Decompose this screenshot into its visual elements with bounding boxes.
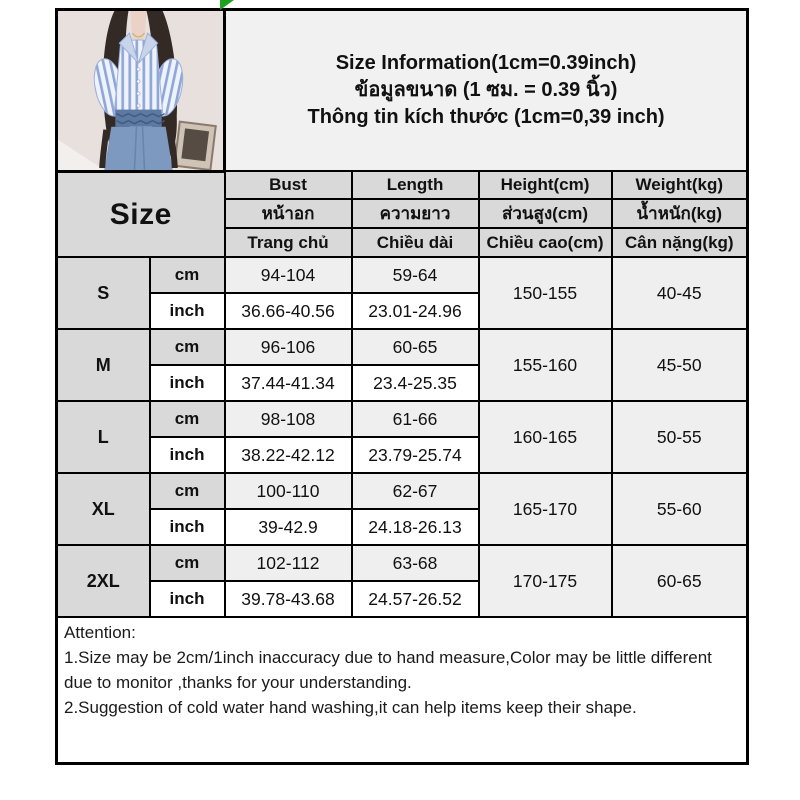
table-row-l-cm: L cm 98-108 61-66 160-165 50-55 — [55, 400, 749, 475]
size-label-l: L — [55, 400, 151, 475]
attention-note-2: 2.Suggestion of cold water hand washing,… — [64, 698, 637, 718]
table-row-s-cm: S cm 94-104 59-64 150-155 40-45 — [55, 256, 749, 331]
title-line-en: Size Information(1cm=0.39inch) — [335, 52, 637, 75]
length-cm-s: 59-64 — [350, 256, 480, 295]
length-cm-xl: 62-67 — [350, 472, 480, 511]
bust-cm-2xl: 102-112 — [223, 544, 353, 583]
table-row-s-inch: inch 36.66-40.56 23.01-24.96 — [57, 292, 748, 331]
header-height-th: ส่วนสูง(cm) — [477, 198, 613, 230]
height-l: 160-165 — [477, 400, 613, 475]
product-photo-illustration — [59, 12, 222, 169]
size-label-s: S — [55, 256, 151, 331]
bust-inch-s: 36.66-40.56 — [223, 292, 353, 331]
bust-inch-2xl: 39.78-43.68 — [223, 580, 353, 619]
weight-m: 45-50 — [610, 328, 749, 403]
unit-label-cm: cm — [148, 472, 226, 511]
green-corner-flag-icon — [220, 0, 234, 10]
size-column-header: Size — [55, 170, 226, 259]
unit-label-inch: inch — [148, 436, 226, 475]
title-line-th: ข้อมูลขนาด (1 ซม. = 0.39 นิ้ว) — [354, 79, 618, 102]
table-row-xl-inch: inch 39-42.9 24.18-26.13 — [57, 508, 748, 547]
unit-label-inch: inch — [148, 508, 226, 547]
header-weight-th: น้ำหนัก(kg) — [610, 198, 749, 230]
header-weight-vi: Cân nặng(kg) — [610, 227, 749, 259]
unit-label-cm: cm — [148, 544, 226, 583]
table-row-m-cm: M cm 96-106 60-65 155-160 45-50 — [55, 328, 749, 403]
height-2xl: 170-175 — [477, 544, 613, 619]
weight-l: 50-55 — [610, 400, 749, 475]
unit-label-inch: inch — [148, 580, 226, 619]
bust-cm-s: 94-104 — [223, 256, 353, 295]
attention-note-1: 1.Size may be 2cm/1inch inaccuracy due t… — [64, 648, 712, 693]
length-cm-2xl: 63-68 — [350, 544, 480, 583]
unit-label-inch: inch — [148, 364, 226, 403]
bust-inch-m: 37.44-41.34 — [223, 364, 353, 403]
header-length-th: ความยาว — [350, 198, 480, 230]
table-row-m-inch: inch 37.44-41.34 23.4-25.35 — [57, 364, 748, 403]
height-m: 155-160 — [477, 328, 613, 403]
header-height-en: Height(cm) — [477, 170, 613, 201]
table-row-2xl-cm: 2XL cm 102-112 63-68 170-175 60-65 — [55, 544, 749, 619]
attention-box: Attention: 1.Size may be 2cm/1inch inacc… — [55, 616, 749, 765]
unit-label-cm: cm — [148, 328, 226, 367]
title-cell: Size Information(1cm=0.39inch) ข้อมูลขนา… — [223, 8, 749, 173]
size-label-xl: XL — [55, 472, 151, 547]
product-photo — [54, 8, 227, 173]
header-length-en: Length — [350, 170, 480, 201]
length-inch-2xl: 24.57-26.52 — [350, 580, 480, 619]
header-height-vi: Chiều cao(cm) — [477, 227, 613, 259]
table-row-2xl-inch: inch 39.78-43.68 24.57-26.52 — [57, 580, 748, 619]
size-information-table: Size Information(1cm=0.39inch) ข้อมูลขนา… — [54, 8, 750, 765]
length-inch-s: 23.01-24.96 — [350, 292, 480, 331]
header-bust-en: Bust — [223, 170, 353, 201]
header-bust-th: หน้าอก — [223, 198, 353, 230]
bust-inch-xl: 39-42.9 — [223, 508, 353, 547]
picture-frame — [173, 120, 217, 169]
weight-xl: 55-60 — [610, 472, 749, 547]
size-label-2xl: 2XL — [55, 544, 151, 619]
bust-inch-l: 38.22-42.12 — [223, 436, 353, 475]
bust-cm-l: 98-108 — [223, 400, 353, 439]
height-xl: 165-170 — [477, 472, 613, 547]
bust-cm-xl: 100-110 — [223, 472, 353, 511]
bust-cm-m: 96-106 — [223, 328, 353, 367]
height-s: 150-155 — [477, 256, 613, 331]
length-cm-l: 61-66 — [350, 400, 480, 439]
weight-2xl: 60-65 — [610, 544, 749, 619]
table-row-xl-cm: XL cm 100-110 62-67 165-170 55-60 — [55, 472, 749, 547]
header-bust-vi: Trang chủ — [223, 227, 353, 259]
header-weight-en: Weight(kg) — [610, 170, 749, 201]
length-inch-m: 23.4-25.35 — [350, 364, 480, 403]
unit-label-inch: inch — [148, 292, 226, 331]
length-inch-xl: 24.18-26.13 — [350, 508, 480, 547]
length-inch-l: 23.79-25.74 — [350, 436, 480, 475]
length-cm-m: 60-65 — [350, 328, 480, 367]
table-row-l-inch: inch 38.22-42.12 23.79-25.74 — [57, 436, 748, 475]
title-line-vi: Thông tin kích thước (1cm=0,39 inch) — [307, 106, 665, 129]
weight-s: 40-45 — [610, 256, 749, 331]
unit-label-cm: cm — [148, 400, 226, 439]
size-label-m: M — [55, 328, 151, 403]
unit-label-cm: cm — [148, 256, 226, 295]
attention-heading: Attention: — [64, 623, 136, 643]
header-length-vi: Chiều dài — [350, 227, 480, 259]
